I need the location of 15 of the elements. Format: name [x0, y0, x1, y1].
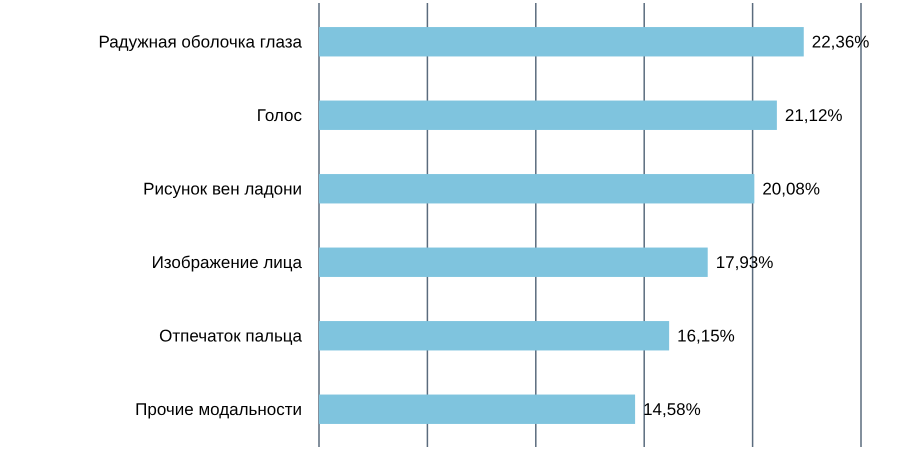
- y-tick-label: Отпечаток пальца: [159, 326, 303, 346]
- bar: [319, 248, 708, 277]
- y-tick-label: Голос: [256, 106, 302, 125]
- bar: [319, 100, 777, 130]
- bar: [319, 394, 636, 424]
- data-label: 16,15%: [677, 326, 735, 346]
- data-label: 21,12%: [784, 106, 843, 125]
- bar: [319, 174, 754, 204]
- y-tick-label: Радужная оболочка глаза: [98, 32, 303, 52]
- y-tick-label: Рисунок вен ладони: [143, 179, 302, 198]
- data-label: 20,08%: [762, 179, 820, 198]
- y-tick-label: Прочие модальности: [135, 400, 302, 419]
- y-tick-label: Изображение лица: [152, 252, 303, 272]
- bar: [319, 27, 804, 56]
- bar: [319, 321, 670, 350]
